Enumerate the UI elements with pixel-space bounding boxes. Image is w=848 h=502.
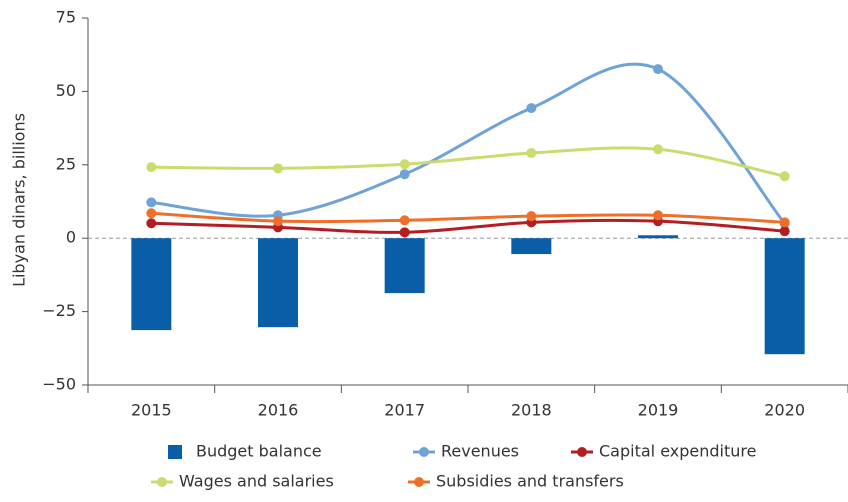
legend-label: Capital expenditure <box>599 442 756 461</box>
legend-label: Revenues <box>441 442 519 461</box>
y-tick-label: 0 <box>66 228 76 247</box>
line <box>151 218 785 234</box>
point <box>779 226 790 237</box>
bar <box>638 235 678 239</box>
point <box>653 210 663 221</box>
point <box>779 217 790 228</box>
legend-swatch <box>577 447 587 457</box>
y-tick-label: −50 <box>42 375 76 394</box>
point <box>653 144 663 155</box>
x-tick-label: 2017 <box>384 401 425 420</box>
legend-swatch <box>157 477 167 487</box>
y-tick-label: −25 <box>42 301 76 320</box>
line <box>151 211 785 224</box>
point <box>779 171 790 182</box>
point <box>273 163 283 174</box>
point <box>146 162 157 173</box>
legend-swatch <box>419 447 429 457</box>
x-tick-label: 2018 <box>511 401 552 420</box>
x-tick-label: 2020 <box>764 401 805 420</box>
point <box>526 103 537 114</box>
point <box>399 159 410 170</box>
legend-label: Subsidies and transfers <box>436 472 624 491</box>
bar <box>384 238 425 294</box>
point <box>273 216 283 227</box>
x-tick-label: 2016 <box>258 401 299 420</box>
bar <box>764 238 805 355</box>
x-tick-label: 2019 <box>638 401 679 420</box>
point <box>146 208 157 219</box>
y-tick-label: 25 <box>56 154 76 173</box>
y-tick-label: 50 <box>56 81 76 100</box>
y-axis-label: Libyan dinars, billions <box>10 113 29 287</box>
legend-label: Budget balance <box>196 442 322 461</box>
point <box>526 148 537 159</box>
point <box>146 218 157 229</box>
line <box>151 62 786 225</box>
point <box>146 197 157 208</box>
y-tick-label: 75 <box>56 8 76 27</box>
legend-label: Wages and salaries <box>179 472 334 491</box>
point <box>526 211 537 222</box>
x-tick-label: 2015 <box>131 401 172 420</box>
line <box>151 146 785 178</box>
bar <box>511 238 552 255</box>
point <box>399 215 410 226</box>
legend-swatch <box>168 445 182 459</box>
point <box>399 227 410 238</box>
legend-swatch <box>414 477 424 487</box>
bar <box>131 238 172 331</box>
point <box>653 64 663 75</box>
point <box>399 169 410 180</box>
bar <box>258 238 298 328</box>
